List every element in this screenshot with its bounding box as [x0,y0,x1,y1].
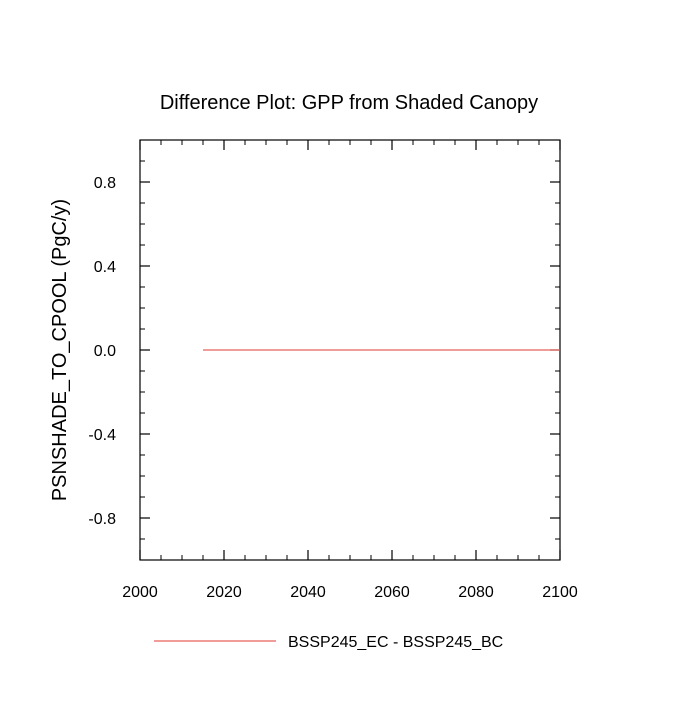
legend-label: BSSP245_EC - BSSP245_BC [288,634,503,651]
chart-title: Difference Plot: GPP from Shaded Canopy [160,92,538,114]
y-tick-label: 0.0 [94,343,116,360]
x-tick-label: 2020 [206,584,242,601]
y-tick-label: 0.4 [94,259,116,276]
y-axis-label: PSNSHADE_TO_CPOOL (PgC/y) [49,199,71,501]
legend: BSSP245_EC - BSSP245_BC [154,634,503,651]
axes: 2000 2020 2040 2060 2080 2100 0.8 0.4 0.0 -0.4 -0.… [88,139,578,601]
y-tick-label: -0.8 [88,511,116,528]
x-tick-label: 2080 [458,584,494,601]
x-tick-label: 2000 [122,584,158,601]
y-tick-label: -0.4 [88,427,116,444]
y-tick-label: 0.8 [94,175,116,192]
x-tick-label: 2060 [374,584,410,601]
x-tick-label: 2040 [290,584,326,601]
x-tick-label: 2100 [542,584,578,601]
